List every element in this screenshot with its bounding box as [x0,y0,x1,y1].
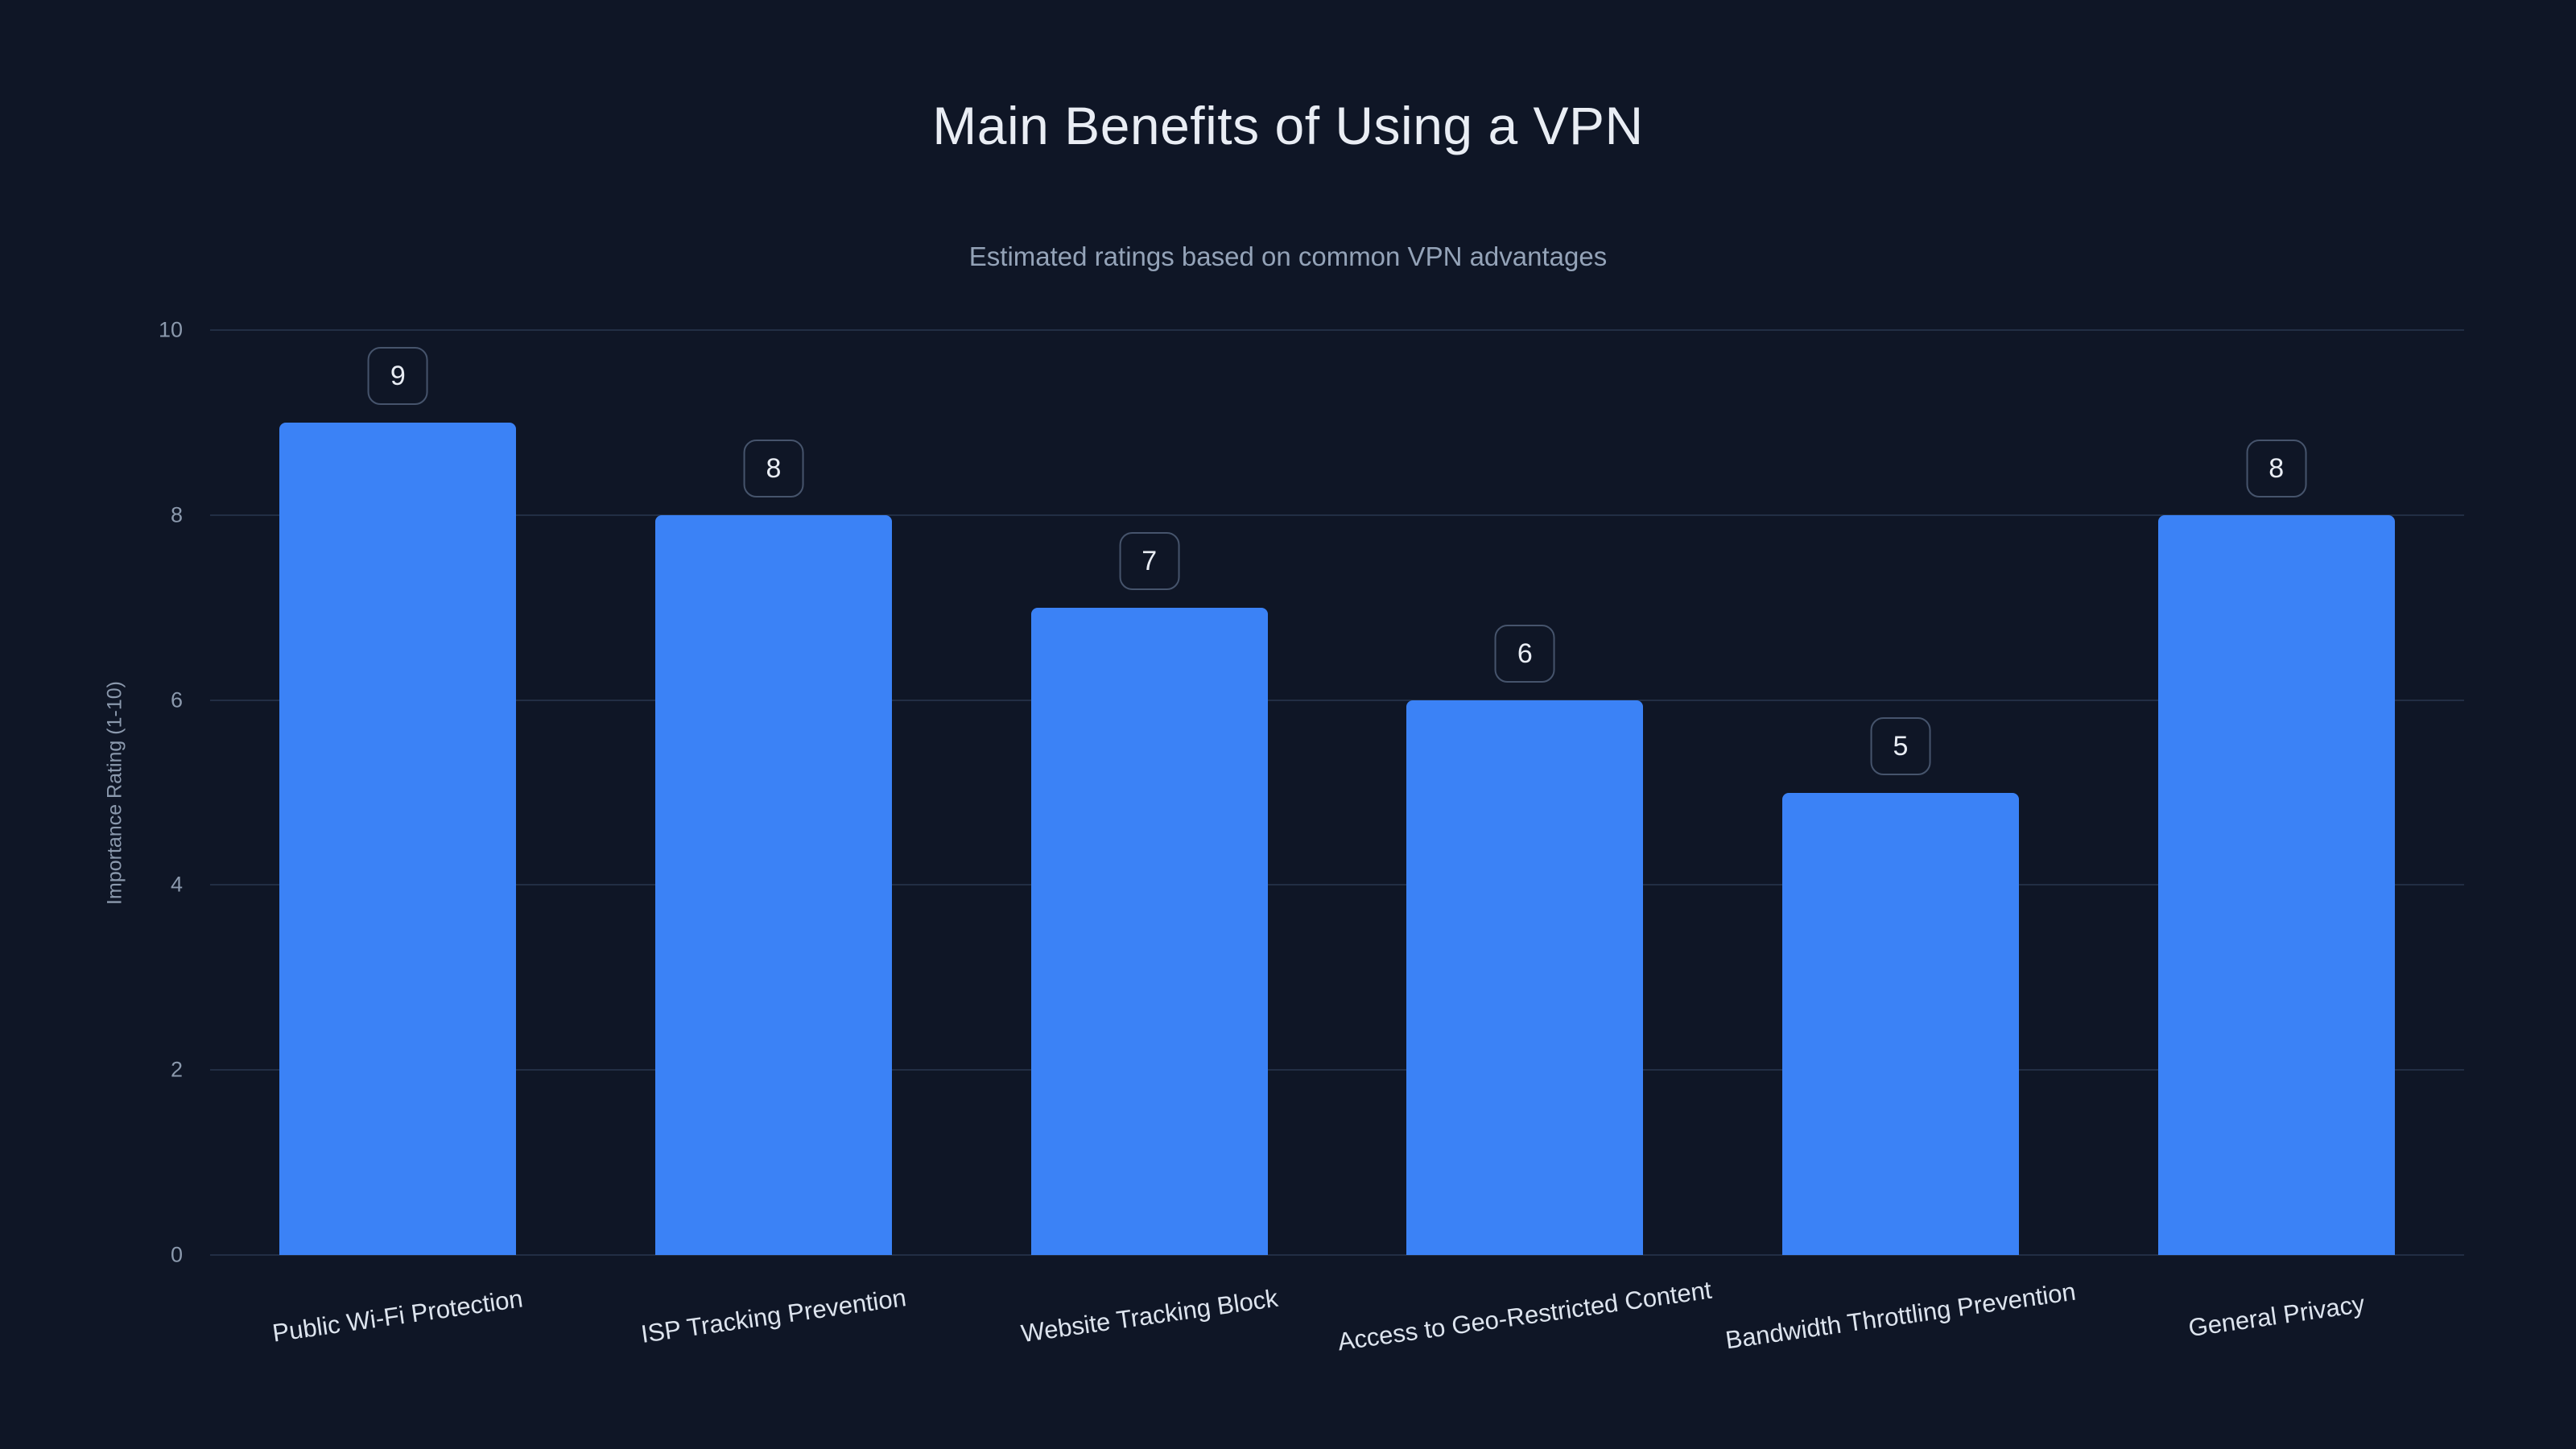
x-axis-label: Website Tracking Block [1018,1283,1280,1348]
x-axis-label: General Privacy [2186,1289,2367,1343]
gridline [210,884,2464,886]
gridlines [210,329,2464,1256]
gridline [210,1069,2464,1071]
value-label: 8 [2246,439,2307,497]
gridline [210,699,2464,701]
bar [1782,792,2020,1255]
chart-title: Main Benefits of Using a VPN [932,96,1644,155]
gridline [210,1254,2464,1256]
bar-slot: 7 [961,330,1337,1255]
gridline [210,514,2464,516]
value-label: 6 [1494,624,1555,683]
bar-slot: 5 [1713,330,2089,1255]
y-tick-label: 2 [170,1057,183,1082]
value-label: 9 [367,346,428,405]
bar [1030,607,1268,1255]
bar [279,422,517,1255]
y-axis: 0 2 4 6 8 10 [0,318,197,1267]
bar-slot: 9 [210,330,586,1255]
chart-subtitle: Estimated ratings based on common VPN ad… [968,242,1608,271]
bar [2157,514,2395,1255]
y-tick-label: 4 [170,872,183,897]
bar-slot: 8 [586,330,962,1255]
y-tick-label: 8 [170,502,183,527]
bar [1406,700,1644,1255]
y-tick-label: 6 [170,687,183,712]
y-tick-label: 10 [158,317,183,342]
bar-slots: 9 8 7 6 5 8 [210,330,2464,1255]
x-axis-label: Bandwidth Throttling Prevention [1724,1277,2078,1355]
bar-slot: 6 [1337,330,1713,1255]
plot-area: 9 8 7 6 5 8 [210,329,2464,1256]
x-axis-labels: Public Wi-Fi Protection ISP Tracking Prev… [210,1255,2464,1400]
bar [655,514,892,1255]
value-label: 7 [1119,531,1180,590]
x-axis-label: ISP Tracking Prevention [639,1283,908,1348]
x-axis-label: Public Wi-Fi Protection [270,1284,525,1348]
y-tick-label: 0 [170,1242,183,1267]
value-label: 8 [743,439,804,497]
gridline [210,329,2464,331]
value-label: 5 [1870,716,1931,775]
x-axis-label: Access to Geo-Restricted Content [1335,1275,1714,1356]
bar-slot: 8 [2088,330,2464,1255]
